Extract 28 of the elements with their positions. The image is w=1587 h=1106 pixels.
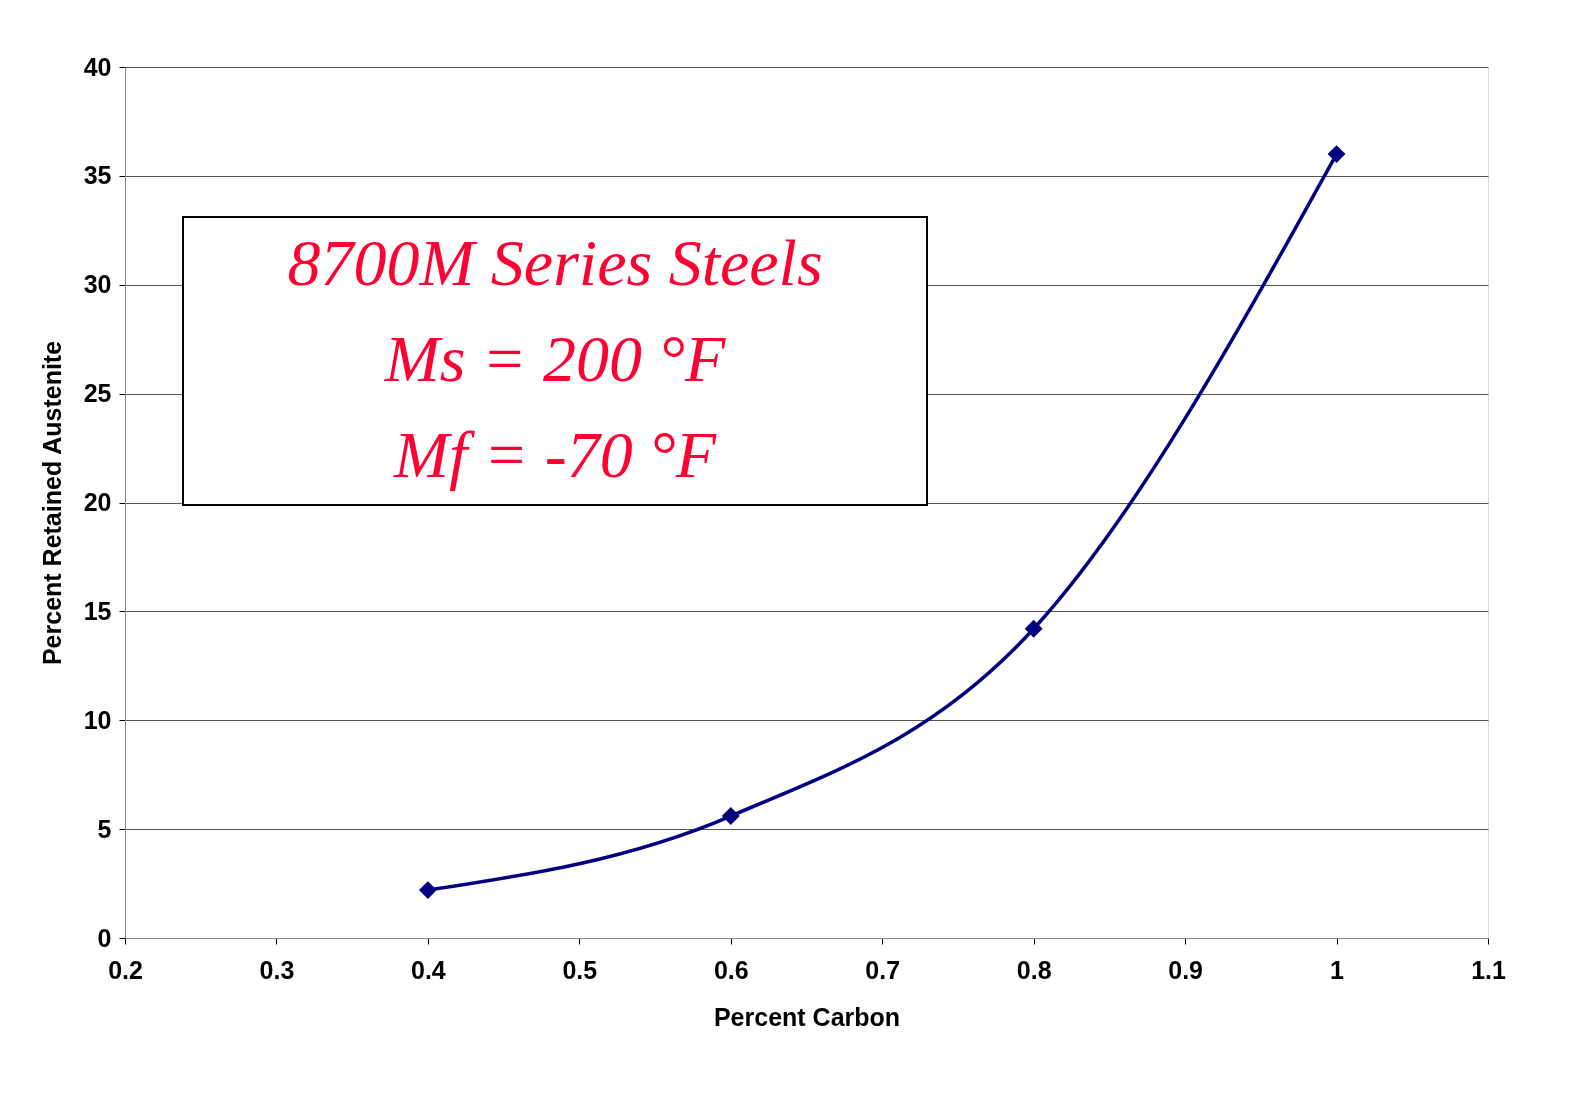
point — [721, 807, 740, 825]
y-tick-label: 40 — [83, 52, 112, 81]
y-tick-label: 15 — [83, 596, 112, 625]
y-tick-label: 30 — [83, 270, 112, 299]
x-tick-label: 0.2 — [108, 955, 143, 984]
y-tick-label: 25 — [83, 379, 112, 408]
point — [1024, 619, 1043, 638]
x-tick-label: 0.8 — [1016, 955, 1052, 984]
point — [1327, 145, 1346, 164]
y-tick-label: 0 — [97, 923, 112, 952]
y-tick-label: 35 — [83, 161, 112, 190]
x-tick-label: 0.7 — [865, 955, 901, 984]
x-tick-label: 1.1 — [1471, 955, 1506, 984]
y-tick-label: 10 — [83, 705, 112, 734]
x-tick-label: 0.6 — [713, 955, 749, 984]
y-tick-label: 20 — [83, 488, 112, 516]
x-tick-label: 0.9 — [1168, 955, 1203, 984]
x-tick-label: 0.4 — [411, 955, 446, 984]
annotation: Ms = 200 °F — [383, 322, 726, 395]
annotation: 8700M Series Steels — [287, 226, 823, 299]
y-tick-label: 5 — [97, 814, 112, 843]
x-axis-title: Percent Carbon — [713, 1002, 901, 1031]
point — [418, 881, 437, 900]
x-tick-label: 0.3 — [259, 955, 295, 984]
x-tick-label: 0.5 — [562, 955, 598, 984]
x-tick-label: 1 — [1330, 955, 1345, 984]
annotation: Mf = -70 °F — [392, 418, 717, 491]
y-axis-title: Percent Retained Austenite — [37, 340, 66, 666]
